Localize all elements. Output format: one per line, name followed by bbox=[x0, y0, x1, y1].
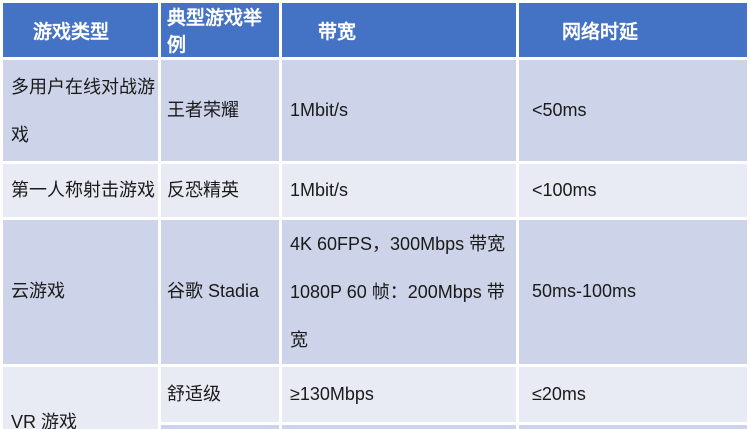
cell-game-example: 王者荣耀 bbox=[161, 60, 279, 161]
cell-game-type-vr: VR 游戏 bbox=[3, 367, 158, 429]
cell-game-type: 第一人称射击游戏 bbox=[3, 164, 158, 217]
table-row: VR 游戏 舒适级 ≥130Mbps ≤20ms bbox=[3, 367, 747, 429]
cell-game-example: 理想级 bbox=[161, 425, 279, 429]
header-typical-game-example: 典型游戏举例 bbox=[161, 3, 279, 57]
table-row: 第一人称射击游戏 反恐精英 1Mbit/s <100ms bbox=[3, 164, 747, 217]
cell-latency: 50ms-100ms bbox=[519, 220, 747, 364]
header-game-type: 游戏类型 bbox=[3, 3, 158, 57]
cell-latency: <100ms bbox=[519, 164, 747, 217]
table-row: 理想级 ≥540Mbps ≤10ms bbox=[3, 425, 747, 429]
header-row: 游戏类型 典型游戏举例 带宽 网络时延 bbox=[3, 3, 747, 57]
table-row: 多用户在线对战游戏 王者荣耀 1Mbit/s <50ms bbox=[3, 60, 747, 161]
cell-latency: ≤20ms bbox=[519, 367, 747, 422]
header-network-latency: 网络时延 bbox=[519, 3, 747, 57]
cell-bandwidth: ≥130Mbps bbox=[282, 367, 516, 422]
bandwidth-line-1: 4K 60FPS，300Mbps 带宽 bbox=[290, 234, 506, 254]
cell-game-type: 多用户在线对战游戏 bbox=[3, 60, 158, 161]
cell-bandwidth: 1Mbit/s bbox=[282, 60, 516, 161]
cell-bandwidth: 4K 60FPS，300Mbps 带宽 1080P 60 帧：200Mbps 带… bbox=[282, 220, 516, 364]
cell-latency: ≤10ms bbox=[519, 425, 747, 429]
cell-game-example: 舒适级 bbox=[161, 367, 279, 422]
cell-game-example: 谷歌 Stadia bbox=[161, 220, 279, 364]
cell-bandwidth: 1Mbit/s bbox=[282, 164, 516, 217]
cell-game-example: 反恐精英 bbox=[161, 164, 279, 217]
bandwidth-line-2: 1080P 60 帧：200Mbps 带宽 bbox=[290, 282, 505, 350]
cell-latency: <50ms bbox=[519, 60, 747, 161]
cell-game-type: 云游戏 bbox=[3, 220, 158, 364]
header-bandwidth: 带宽 bbox=[282, 3, 516, 57]
cell-bandwidth: ≥540Mbps bbox=[282, 425, 516, 429]
table-row: 云游戏 谷歌 Stadia 4K 60FPS，300Mbps 带宽 1080P … bbox=[3, 220, 747, 364]
